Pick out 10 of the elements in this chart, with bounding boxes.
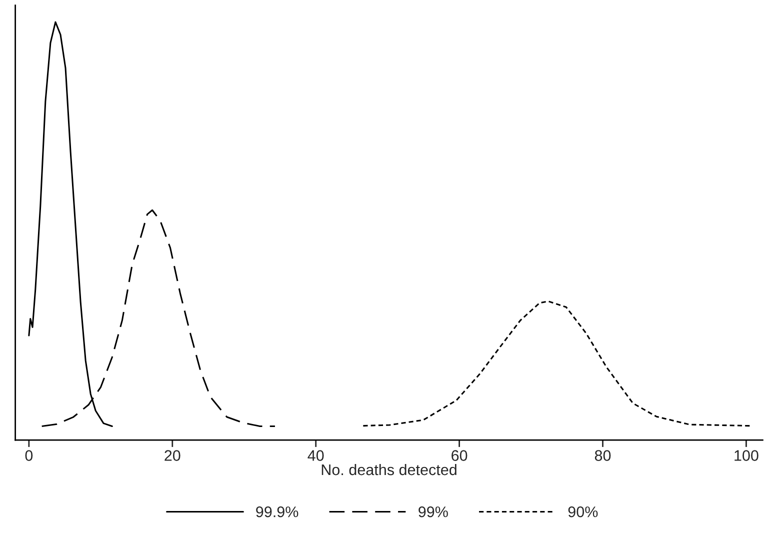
x-tick-label: 80 [594, 450, 611, 461]
legend-label: 99% [418, 506, 448, 518]
x-tick-label: 100 [734, 450, 758, 461]
legend-label: 99.9% [256, 506, 298, 518]
x-tick-label: 60 [452, 450, 468, 461]
x-tick-label: 40 [308, 450, 324, 461]
x-axis-title: No. deaths detected [322, 464, 456, 476]
legend-label: 90% [568, 506, 598, 518]
x-tick-label: 0 [25, 450, 33, 461]
x-tick-label: 20 [164, 450, 180, 461]
